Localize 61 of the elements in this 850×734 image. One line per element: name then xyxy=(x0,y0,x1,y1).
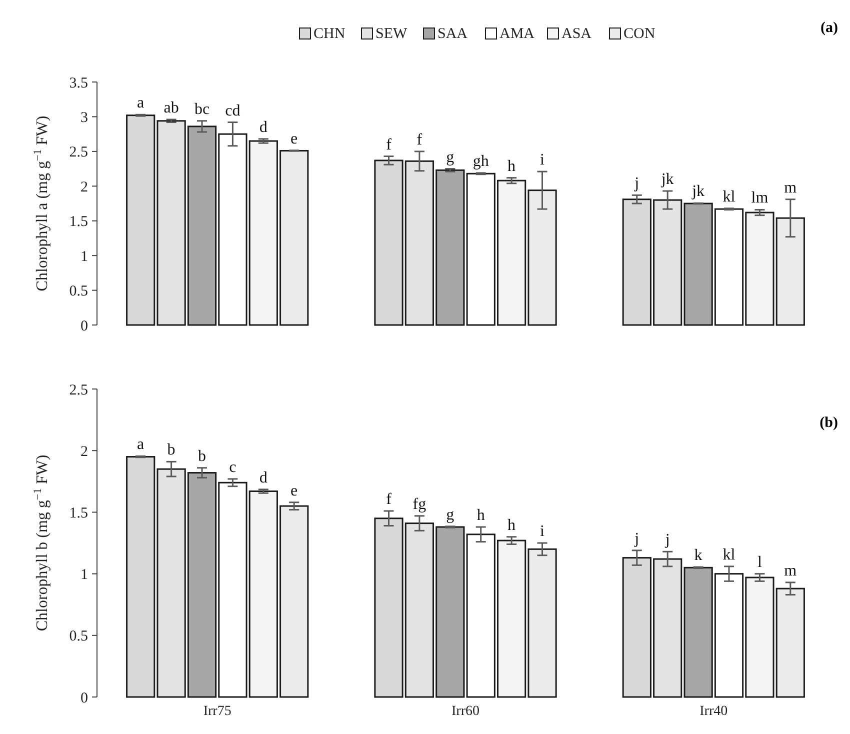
annotation: jk xyxy=(691,183,705,200)
annotation: e xyxy=(290,482,298,500)
y-tick-label: 2.5 xyxy=(69,382,88,398)
annotation: j xyxy=(664,532,670,549)
annotation: j xyxy=(634,530,640,548)
y-tick-label: 1 xyxy=(80,567,88,584)
annotation: f xyxy=(416,131,423,148)
y-tick-label: 0 xyxy=(80,318,88,334)
legend-label: CHN xyxy=(314,26,346,42)
annotation: lm xyxy=(751,190,769,207)
y-tick-label: 1 xyxy=(80,248,88,265)
annotation: b xyxy=(167,442,176,459)
annotation: k xyxy=(694,547,702,564)
annotation: ab xyxy=(164,99,179,116)
annotation: g xyxy=(446,148,454,166)
legend-label: SEW xyxy=(376,26,408,42)
legend-label: CON xyxy=(624,26,656,42)
annotation: i xyxy=(540,523,546,540)
y-tick-label: 2 xyxy=(80,444,88,460)
y-tick-label: 0.5 xyxy=(69,628,88,645)
y-tick-label: 0 xyxy=(80,690,88,706)
annotation: gh xyxy=(472,152,489,170)
chart-title: (a) xyxy=(820,20,838,36)
annotation: a xyxy=(137,436,144,454)
annotation: b xyxy=(198,448,206,465)
y-tick-label: 3 xyxy=(80,110,88,126)
y-tick-label: 2.5 xyxy=(69,144,88,161)
y-tick-label: 0.5 xyxy=(69,284,88,300)
legend-label: ASA xyxy=(562,26,592,42)
annotation: fg xyxy=(412,496,426,513)
annotation: m xyxy=(784,179,798,196)
annotation: a xyxy=(137,94,144,112)
y-tick-label: 1.5 xyxy=(69,505,88,522)
annotation: c xyxy=(229,458,236,476)
x-tick-label: Irr40 xyxy=(700,704,728,719)
x-tick-label: Irr60 xyxy=(452,704,480,719)
legend-label: AMA xyxy=(500,26,535,42)
annotation: kl xyxy=(722,546,736,564)
annotation: f xyxy=(386,490,392,508)
annotation: d xyxy=(259,118,268,136)
annotation: d xyxy=(259,469,268,486)
text: (b) xyxy=(820,415,838,431)
annotation: j xyxy=(634,175,640,192)
annotation: h xyxy=(476,506,485,524)
annotation: h xyxy=(508,516,516,534)
y-tick-label: 2 xyxy=(80,179,88,196)
x-tick-label: Irr75 xyxy=(203,704,232,719)
legend-label: SAA xyxy=(438,26,468,42)
annotation: bc xyxy=(194,100,210,118)
annotation: kl xyxy=(722,188,736,206)
annotation: h xyxy=(508,158,516,175)
annotation: l xyxy=(757,554,762,571)
y-tick-label: 1.5 xyxy=(69,214,88,230)
annotation: i xyxy=(540,152,546,169)
annotation: f xyxy=(386,136,392,154)
annotation: m xyxy=(784,562,798,580)
annotation: jk xyxy=(660,171,674,188)
annotation: cd xyxy=(225,102,240,120)
annotation: g xyxy=(446,506,454,524)
annotation: e xyxy=(290,130,298,148)
y-tick-label: 3.5 xyxy=(69,75,88,92)
